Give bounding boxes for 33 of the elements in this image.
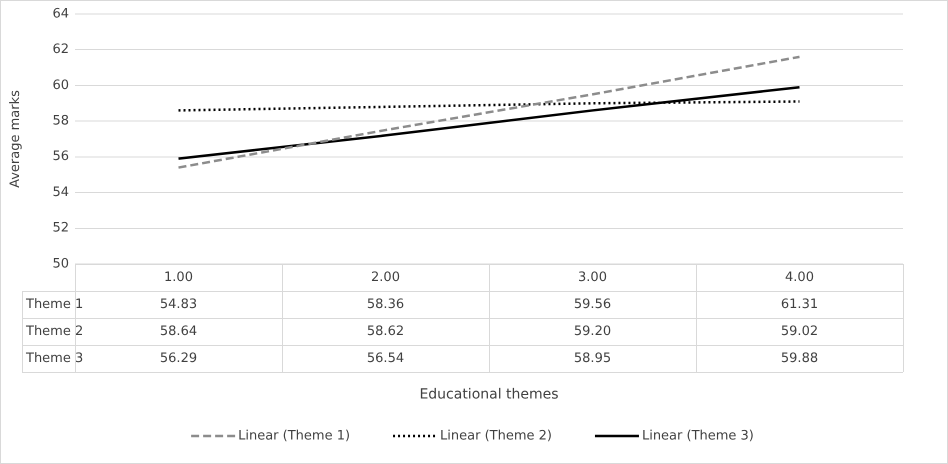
y-tick-label: 60 <box>52 78 69 93</box>
y-axis-title: Average marks <box>8 90 24 188</box>
line-series <box>177 56 801 169</box>
text: Theme 2 <box>25 324 84 339</box>
text: 58.95 <box>574 350 612 366</box>
x-tick-label: 2.00 <box>371 270 400 285</box>
text: 59.56 <box>574 296 612 312</box>
text: Educational themes <box>419 386 559 403</box>
text: 54.83 <box>160 296 198 312</box>
text: 59.88 <box>780 350 818 366</box>
y-tick-label: 62 <box>52 42 69 58</box>
legend-label: Linear (Theme 3) <box>642 428 754 444</box>
legend-label: Linear (Theme 2) <box>440 428 552 444</box>
y-tick-label: 64 <box>52 6 69 22</box>
text: 59.02 <box>780 324 818 339</box>
y-tick-label: 54 <box>52 184 69 200</box>
text: 59.20 <box>574 324 612 339</box>
x-tick-label: 4.00 <box>785 270 814 285</box>
y-tick-label: 56 <box>52 149 69 164</box>
text: 56.29 <box>160 350 198 366</box>
text: 56.54 <box>366 350 404 366</box>
text: 58.64 <box>160 324 198 339</box>
text: Theme 1 <box>25 296 84 312</box>
legend-label: Linear (Theme 1) <box>238 428 350 444</box>
x-tick-label: 1.00 <box>164 270 193 285</box>
text: 58.36 <box>366 296 404 312</box>
x-tick-label: 3.00 <box>578 270 607 285</box>
text: 58.62 <box>366 324 404 339</box>
y-tick-label: 52 <box>52 220 69 236</box>
text: Theme 3 <box>25 350 84 366</box>
y-tick-label: 58 <box>52 114 69 129</box>
text: 61.31 <box>780 296 818 312</box>
y-tick-label: 50 <box>52 256 69 272</box>
